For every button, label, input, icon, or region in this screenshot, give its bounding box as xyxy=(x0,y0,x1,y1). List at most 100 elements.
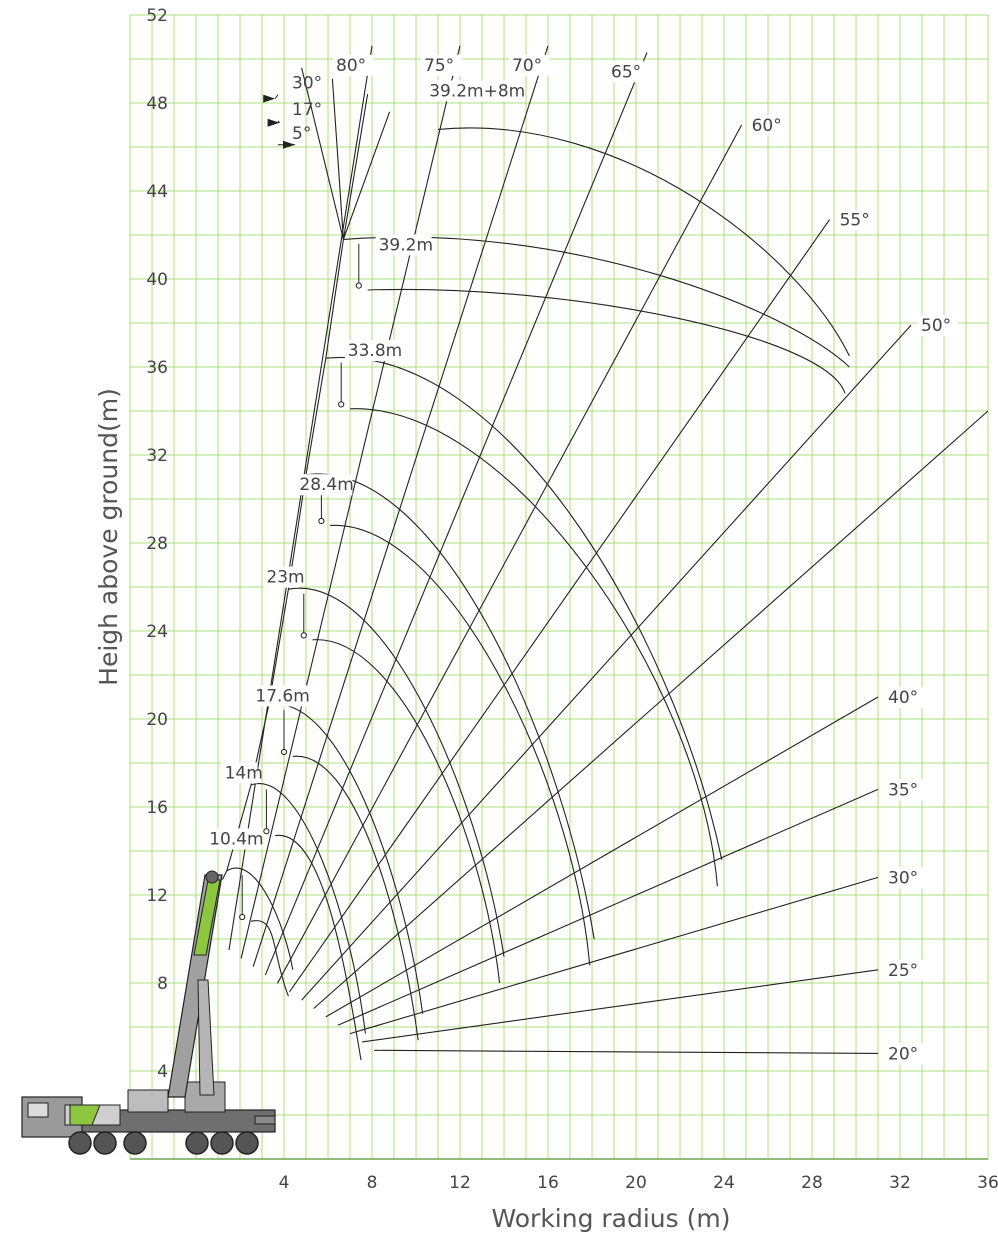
labels: 80°75°70°65°60°55°50°45°40°35°30°25°20°1… xyxy=(206,54,998,1065)
boom-angle-label: 30° xyxy=(888,868,918,888)
boom-length-label-bg xyxy=(221,762,258,784)
boom-angle-label-bg xyxy=(885,867,925,889)
grid xyxy=(129,14,989,1160)
x-tick-label: 12 xyxy=(449,1173,471,1193)
boom-angle-label-bg xyxy=(836,209,877,231)
y-tick-label: 48 xyxy=(146,94,168,114)
boom-angle-label-bg xyxy=(748,115,789,136)
y-tick-label: 28 xyxy=(146,534,168,554)
boom-angle-label: 60° xyxy=(752,116,782,136)
hook-block xyxy=(338,401,345,408)
hook-height-curve xyxy=(349,408,718,887)
x-tick-label: 4 xyxy=(279,1173,290,1193)
hook-block xyxy=(355,282,362,289)
boom-length-label-bg xyxy=(263,566,300,588)
y-tick-label: 40 xyxy=(146,270,168,290)
boom-angle-label: 50° xyxy=(921,316,951,336)
hook-height-curve xyxy=(275,835,362,1061)
jib-offset-label: 30° xyxy=(292,74,322,94)
hook-block xyxy=(280,748,288,756)
hook-block xyxy=(263,828,270,835)
curves xyxy=(221,45,989,1061)
hook-block xyxy=(318,517,325,525)
jib-offset-arrow-line xyxy=(277,120,280,124)
y-axis-title: Heigh above ground(m) xyxy=(94,388,123,686)
boom-angle-line xyxy=(374,1049,879,1054)
x-tick-label: 32 xyxy=(889,1173,911,1193)
jib-line xyxy=(301,67,344,240)
y-tick-label: 52 xyxy=(146,6,168,26)
boom-angle-label-bg xyxy=(885,1043,925,1065)
boom-length-label-bg xyxy=(206,828,263,850)
boom-angle-line xyxy=(289,219,831,993)
boom-angle-line xyxy=(240,45,461,959)
boom-length-curve xyxy=(437,127,850,357)
crane-illustration xyxy=(21,870,276,1155)
boom-length-curve xyxy=(343,236,850,368)
boom-length-label: 10.4m xyxy=(209,829,263,849)
crane-truck xyxy=(21,1081,276,1155)
x-tick-label: 24 xyxy=(713,1173,735,1193)
hook-height-curve xyxy=(250,920,289,997)
axes: Working radius (m) Heigh above ground(m)… xyxy=(94,6,998,1233)
y-tick-label: 44 xyxy=(146,182,168,202)
boom-angle-line xyxy=(349,876,879,1035)
boom-angle-line xyxy=(362,969,879,1043)
boom-angle-label-bg xyxy=(333,54,373,76)
boom-angle-label-bg xyxy=(885,687,925,708)
boom-angle-line xyxy=(301,324,912,1001)
boom-length-curve xyxy=(250,783,366,1034)
boom-angle-label-bg xyxy=(421,54,461,76)
boom-angle-label: 55° xyxy=(840,211,870,231)
jib-offset-arrow-line xyxy=(274,94,279,99)
hook-height-curve xyxy=(330,524,591,966)
boom-angle-label: 65° xyxy=(611,62,641,82)
boom-length-label: 23m xyxy=(266,568,304,588)
boom-angle-label-bg xyxy=(608,61,648,83)
x-tick-label: 28 xyxy=(801,1173,823,1193)
boom-length-curve xyxy=(305,473,595,940)
x-tick-label: 16 xyxy=(537,1173,559,1193)
x-tick-label: 20 xyxy=(625,1173,647,1193)
boom-angle-label-bg xyxy=(885,959,925,981)
hook-height-curve xyxy=(292,755,419,1041)
boom-angle-label: 70° xyxy=(512,56,542,76)
y-tick-label: 36 xyxy=(146,358,168,378)
boom-length-curve xyxy=(288,587,505,957)
jib-line xyxy=(342,111,391,240)
boom-length-label-bg xyxy=(296,474,353,496)
jib-offset-arrowhead xyxy=(267,118,280,127)
boom-length-curve xyxy=(226,867,294,970)
y-tick-label: 4 xyxy=(157,1062,168,1082)
boom-length-label-bg xyxy=(375,234,432,256)
boom-angle-line xyxy=(228,45,373,951)
boom-angle-line xyxy=(252,45,549,967)
boom-angle-line xyxy=(264,52,648,976)
boom-angle-label: 40° xyxy=(888,688,918,708)
jib-offset-arrowhead xyxy=(263,94,276,103)
boom-length-curve xyxy=(268,704,424,1014)
boom-length-label: 28.4m xyxy=(299,475,353,495)
x-axis-title: Working radius (m) xyxy=(491,1204,730,1233)
jib-offset-arrowhead xyxy=(283,140,295,149)
boom-tip-envelope xyxy=(221,239,344,880)
hook-block xyxy=(239,913,246,921)
boom-angle-label-bg xyxy=(918,315,958,337)
hook-height-curve xyxy=(312,639,501,984)
boom-angle-label: 80° xyxy=(336,56,366,76)
hook-block xyxy=(300,632,307,639)
x-tick-label: 8 xyxy=(367,1173,378,1193)
boom-length-label: 14m xyxy=(225,763,263,783)
y-tick-label: 20 xyxy=(146,710,168,730)
boom-length-label: 17.6m xyxy=(255,686,309,706)
crane-boom xyxy=(167,870,223,1098)
boom-angle-label-bg xyxy=(995,401,998,422)
y-tick-label: 32 xyxy=(146,446,168,466)
y-tick-label: 24 xyxy=(146,622,168,642)
boom-angle-line xyxy=(337,788,879,1026)
boom-length-label: 33.8m xyxy=(348,341,402,361)
boom-angle-line xyxy=(325,696,879,1018)
hook-height-curve xyxy=(367,288,846,394)
